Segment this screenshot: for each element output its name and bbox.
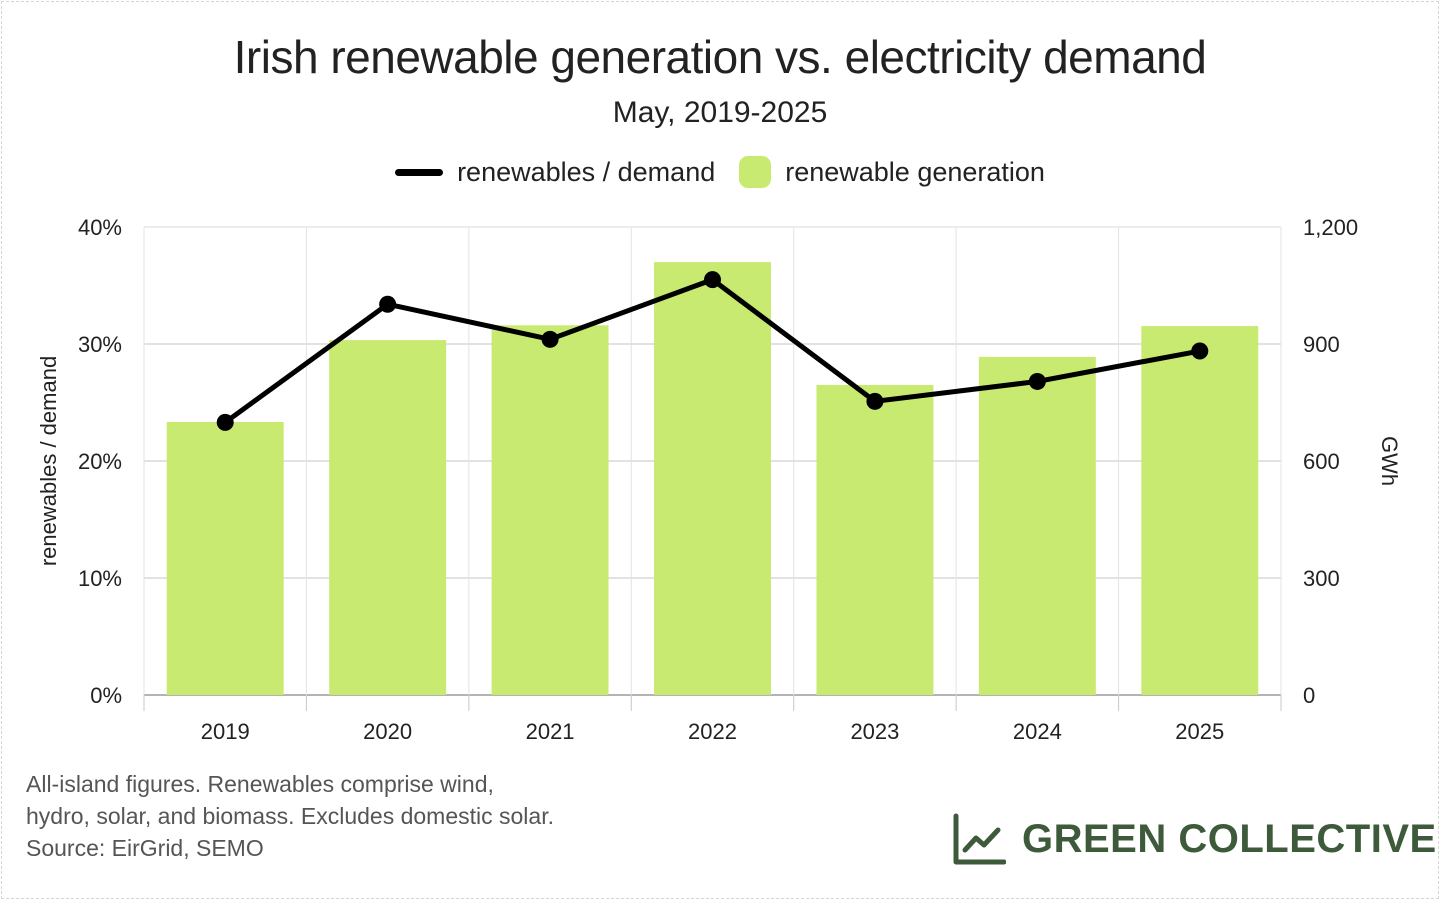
brand-name: GREEN COLLECTIVE	[1022, 816, 1437, 861]
footnote: All-island figures. Renewables comprise …	[26, 768, 666, 864]
ratio-point-2024	[1028, 372, 1046, 390]
y-right-axis-title: GWh	[1377, 436, 1402, 486]
x-tick-label: 2019	[201, 719, 250, 744]
bar-2019	[166, 422, 284, 695]
bar-2025	[1141, 326, 1259, 695]
bar-2023	[816, 384, 934, 695]
line-chart-icon	[953, 813, 1006, 865]
bar-2024	[978, 356, 1096, 695]
ratio-point-2023	[866, 392, 884, 410]
chart-subtitle: May, 2019-2025	[612, 96, 828, 129]
bar-2022	[654, 262, 771, 695]
y-left-tick-label: 20%	[78, 449, 122, 474]
x-tick-label: 2025	[1175, 719, 1224, 744]
legend-line-swatch	[395, 168, 444, 176]
x-tick-label: 2021	[526, 719, 575, 744]
ratio-point-2025	[1191, 342, 1209, 360]
legend-bar-swatch	[739, 156, 772, 188]
ratio-point-2019	[216, 413, 234, 431]
ratio-point-2020	[379, 295, 397, 313]
y-right-tick-label: 600	[1303, 449, 1340, 474]
legend-label-ratio: renewables / demand	[457, 156, 716, 187]
legend-label-generation: renewable generation	[785, 156, 1045, 187]
x-tick-label: 2023	[850, 719, 899, 744]
y-right-tick-label: 900	[1303, 332, 1340, 357]
ratio-point-2021	[541, 330, 559, 348]
x-tick-label: 2020	[363, 719, 412, 744]
chart-title: Irish renewable generation vs. electrici…	[233, 31, 1207, 83]
y-right-tick-label: 1,200	[1303, 215, 1358, 240]
y-right-tick-label: 300	[1303, 566, 1340, 591]
chart-legend: renewables / demand renewable generation	[0, 156, 1440, 188]
y-left-axis-title: renewables / demand	[36, 356, 61, 566]
footnote-line: Source: EirGrid, SEMO	[26, 835, 264, 861]
y-right-tick-label: 0	[1303, 683, 1315, 708]
y-left-tick-label: 10%	[78, 566, 122, 591]
y-left-tick-label: 40%	[78, 215, 122, 240]
bar-2021	[491, 325, 609, 695]
x-tick-label: 2024	[1013, 719, 1062, 744]
ratio-point-2022	[704, 271, 721, 289]
y-left-tick-label: 30%	[78, 332, 122, 357]
footnote-line: All-island figures. Renewables comprise …	[26, 771, 494, 797]
x-tick-label: 2022	[688, 719, 737, 744]
bar-2020	[329, 340, 447, 695]
legend-item-generation[interactable]: renewable generation	[739, 156, 1045, 188]
brand-logo: GREEN COLLECTIVE	[952, 812, 1437, 866]
legend-item-ratio[interactable]: renewables / demand	[395, 157, 715, 188]
y-left-tick-label: 0%	[90, 683, 122, 708]
footnote-line: hydro, solar, and biomass. Excludes dome…	[26, 803, 554, 829]
